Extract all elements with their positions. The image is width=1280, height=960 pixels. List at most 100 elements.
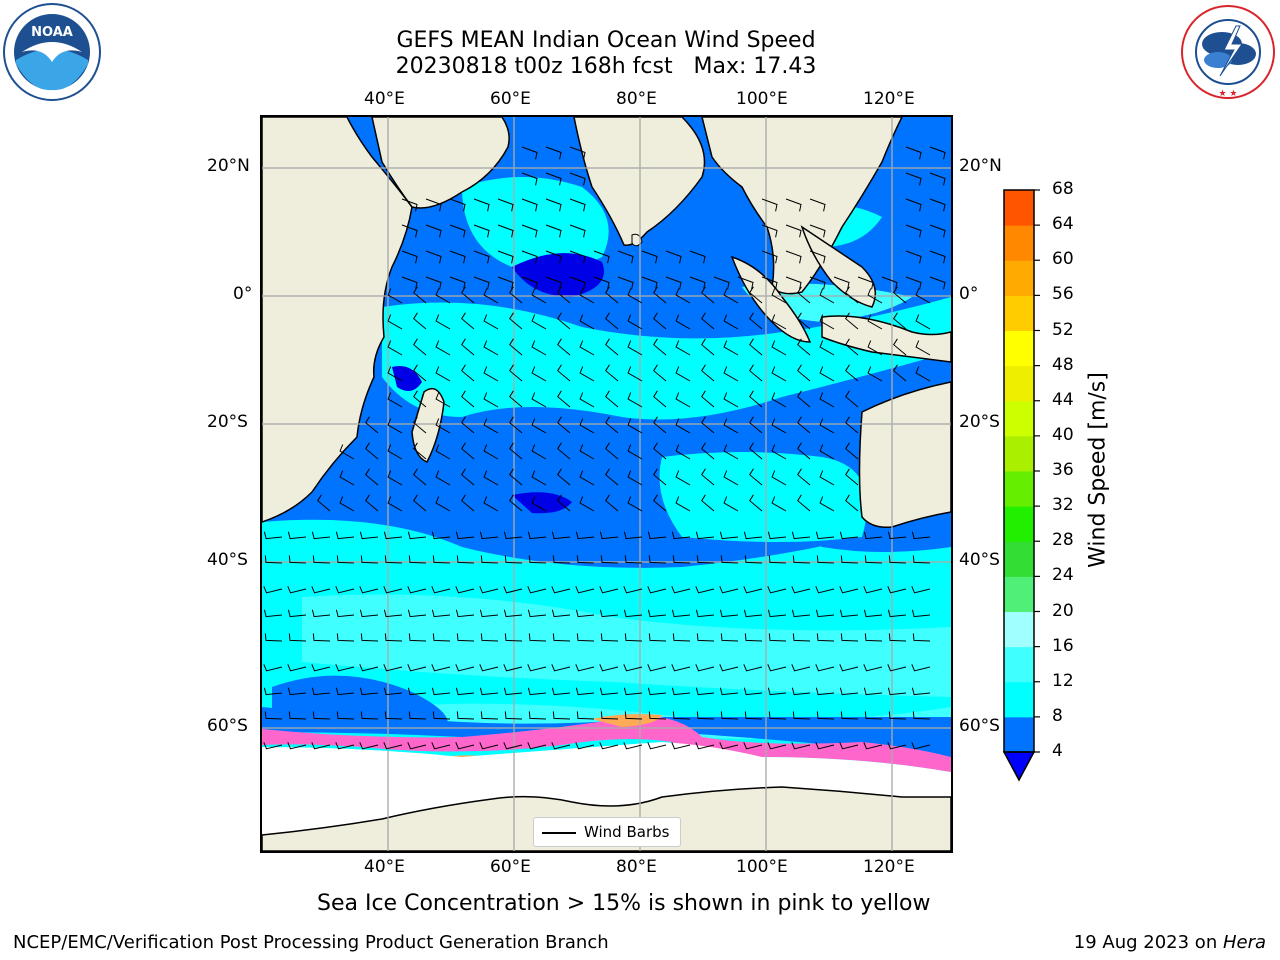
wind-barb — [599, 742, 619, 750]
wind-barb — [408, 711, 427, 720]
wind-barb — [531, 288, 547, 304]
wind-barb — [407, 687, 427, 696]
wind-barb — [483, 496, 499, 512]
wind-barb — [701, 416, 715, 434]
wind-barb — [627, 366, 643, 382]
wind-barb — [915, 288, 931, 304]
wind-barb — [569, 250, 586, 264]
wind-barb — [771, 496, 787, 512]
wind-barb — [551, 742, 571, 750]
wind-barb — [653, 416, 667, 434]
wind-barb — [287, 687, 307, 696]
wind-barb — [743, 586, 763, 594]
lon-tick-bottom-120e: 120°E — [863, 857, 915, 877]
wind-barb — [647, 586, 667, 594]
wind-barb — [605, 286, 619, 304]
wind-barb — [579, 418, 595, 434]
wind-barb — [819, 470, 835, 486]
wind-barb — [528, 711, 547, 720]
wind-barb — [701, 468, 715, 486]
wind-barb — [435, 418, 451, 434]
map-legend: Wind Barbs — [533, 817, 681, 847]
wind-barb — [845, 494, 859, 512]
wind-barb — [888, 555, 907, 564]
wind-barb — [671, 742, 691, 750]
wind-barb — [627, 496, 643, 512]
wind-barb — [653, 442, 667, 460]
wind-barb — [819, 496, 835, 512]
wind-barb — [531, 366, 547, 382]
wind-barb — [797, 312, 811, 330]
wind-barb — [797, 390, 811, 408]
wind-barb — [600, 711, 619, 720]
wind-barb — [819, 314, 835, 330]
colorbar-tick-label: 8 — [1052, 705, 1063, 726]
wind-barb — [599, 609, 619, 618]
wind-barb — [768, 555, 787, 564]
wind-barb — [719, 531, 739, 540]
wind-barb — [263, 687, 283, 696]
speed-region-cyan-central — [382, 297, 951, 420]
wind-barb — [263, 742, 283, 750]
colorbar-segment — [1004, 576, 1034, 612]
wind-barb — [845, 468, 859, 486]
wind-barb — [809, 276, 826, 290]
wind-barb — [839, 687, 859, 696]
wind-barb — [815, 609, 835, 618]
wind-barb — [383, 531, 403, 540]
colorbar-segment — [1004, 365, 1034, 402]
wind-barb — [911, 742, 931, 750]
wind-barb — [263, 531, 283, 540]
wind-barb — [545, 224, 562, 238]
wind-barb — [365, 494, 379, 512]
wind-barb — [473, 276, 490, 290]
wind-barb — [840, 633, 859, 642]
wind-barb — [579, 366, 595, 382]
wind-barb — [461, 494, 475, 512]
colorbar-segment — [1004, 295, 1034, 331]
wind-barb — [797, 416, 811, 434]
wind-barb — [336, 633, 355, 642]
wind-barb — [497, 198, 514, 212]
wind-barb — [461, 468, 475, 486]
wind-barb — [557, 286, 571, 304]
wind-barb — [509, 494, 523, 512]
wind-barb — [665, 250, 682, 264]
wind-barb — [575, 687, 595, 696]
colorbar-tick-label: 64 — [1052, 214, 1074, 235]
wind-speed-map — [262, 117, 951, 851]
wind-barb — [479, 687, 499, 696]
colorbar-tick-label: 52 — [1052, 319, 1074, 340]
wind-barb — [701, 442, 715, 460]
wind-barb — [648, 711, 667, 720]
speed-region-cyan-arabian — [462, 177, 609, 271]
wind-barb — [483, 366, 499, 382]
wind-barb — [359, 664, 379, 672]
wind-barb — [675, 444, 691, 460]
wind-barb — [624, 555, 643, 564]
wind-barb — [749, 390, 763, 408]
wind-barb — [701, 364, 715, 382]
wind-barb — [365, 416, 379, 434]
wind-barb — [456, 633, 475, 642]
wind-barb — [815, 664, 835, 672]
wind-barb — [521, 198, 538, 212]
wind-barb — [545, 250, 562, 264]
wind-barb — [383, 609, 403, 618]
wind-barb — [797, 442, 811, 460]
wind-barb — [653, 468, 667, 486]
wind-barb — [815, 586, 835, 594]
wind-barb — [915, 340, 931, 356]
wind-barb — [912, 555, 931, 564]
wind-barb — [413, 468, 427, 486]
wind-barb — [431, 742, 451, 750]
wind-barb — [425, 250, 442, 264]
wind-barb — [413, 364, 427, 382]
wind-barb — [893, 312, 907, 330]
lat-tick-left-40s: 40°S — [207, 550, 248, 570]
wind-barb — [431, 586, 451, 594]
wind-barb — [887, 531, 907, 540]
wind-barb — [929, 172, 946, 186]
wind-barb-legend-line — [542, 832, 576, 834]
wind-barb — [288, 555, 307, 564]
